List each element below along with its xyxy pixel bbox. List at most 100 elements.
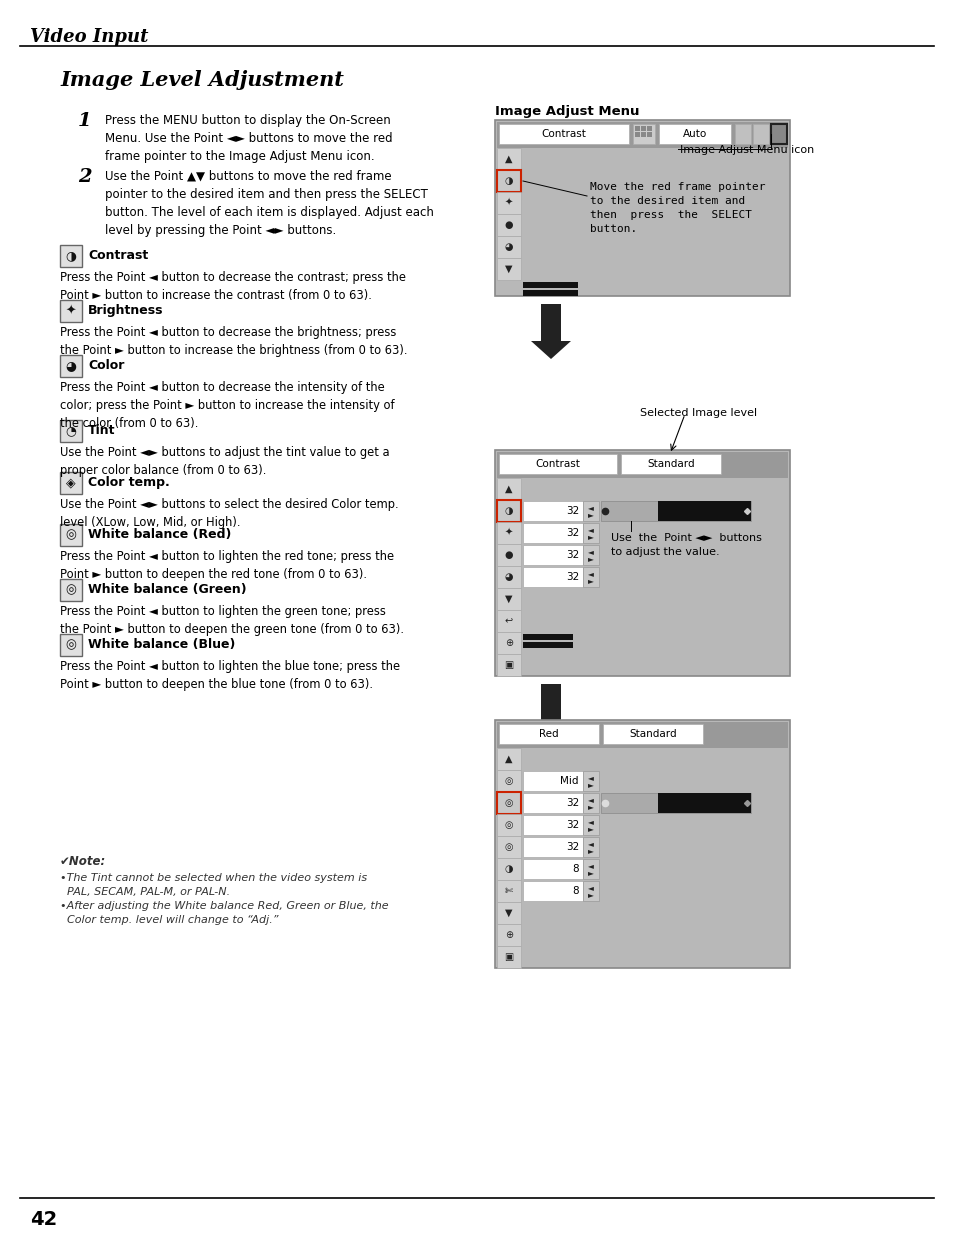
Bar [582, 793, 598, 813]
Text: to the desired item and: to the desired item and [589, 196, 744, 206]
Bar [522, 793, 582, 813]
Bar [497, 522, 520, 543]
Text: ◎: ◎ [504, 776, 513, 785]
Text: 32: 32 [565, 529, 578, 538]
Bar [497, 610, 520, 632]
Text: ▲: ▲ [505, 154, 512, 164]
Bar [498, 724, 598, 743]
Text: 8: 8 [572, 864, 578, 874]
Bar [497, 500, 520, 522]
Bar [752, 124, 768, 144]
Bar [495, 720, 789, 968]
Text: ◄
►: ◄ ► [587, 861, 594, 877]
Text: Press the Point ◄ button to lighten the green tone; press
the Point ► button to : Press the Point ◄ button to lighten the … [60, 605, 403, 636]
Bar [522, 501, 582, 521]
Bar [770, 124, 786, 144]
Text: 32: 32 [565, 506, 578, 516]
Text: ▼: ▼ [505, 264, 512, 274]
Bar [522, 522, 582, 543]
Text: •After adjusting the White balance Red, Green or Blue, the: •After adjusting the White balance Red, … [60, 902, 388, 911]
Text: Use the Point ◄► buttons to adjust the tint value to get a
proper color balance : Use the Point ◄► buttons to adjust the t… [60, 446, 389, 477]
Bar [60, 472, 82, 494]
Text: ●: ● [504, 550, 513, 559]
Text: ◄
►: ◄ ► [587, 816, 594, 834]
Bar [60, 524, 82, 546]
Text: ◄
►: ◄ ► [587, 525, 594, 541]
Text: Contrast: Contrast [535, 459, 579, 469]
Text: ◎: ◎ [504, 798, 513, 808]
Text: ✦: ✦ [504, 529, 513, 538]
Text: ◑: ◑ [66, 249, 76, 263]
Text: ●: ● [504, 220, 513, 230]
Bar [498, 124, 628, 144]
Bar [497, 543, 520, 566]
Bar [658, 501, 750, 521]
Bar [600, 501, 750, 521]
Text: Image Level Adjustment: Image Level Adjustment [60, 70, 343, 90]
Text: Selected Image level: Selected Image level [639, 408, 757, 417]
Text: Move the red frame pointer: Move the red frame pointer [589, 182, 764, 191]
Bar [646, 126, 651, 131]
Text: ◑: ◑ [504, 177, 513, 186]
Bar [659, 124, 730, 144]
Bar [497, 902, 520, 924]
Text: ◄
►: ◄ ► [587, 503, 594, 519]
Text: ▼: ▼ [505, 594, 512, 604]
Text: ◎: ◎ [66, 583, 76, 597]
Text: Use the Point ◄► buttons to select the desired Color temp.
level (XLow, Low, Mid: Use the Point ◄► buttons to select the d… [60, 498, 398, 529]
Text: Press the Point ◄ button to decrease the contrast; press the
Point ► button to i: Press the Point ◄ button to decrease the… [60, 270, 406, 303]
Bar [497, 748, 520, 769]
Bar [640, 126, 645, 131]
Bar [497, 769, 520, 792]
Text: ▼: ▼ [505, 908, 512, 918]
Text: Standard: Standard [646, 459, 694, 469]
Bar [497, 655, 520, 676]
Bar [497, 814, 520, 836]
Text: ▣: ▣ [504, 952, 513, 962]
Bar [658, 793, 750, 813]
Text: ◔: ◔ [66, 425, 76, 437]
Text: ◎: ◎ [66, 529, 76, 541]
Text: Press the Point ◄ button to lighten the blue tone; press the
Point ► button to d: Press the Point ◄ button to lighten the … [60, 659, 399, 692]
Bar [522, 567, 582, 587]
Text: Red: Red [538, 729, 558, 739]
Bar [497, 858, 520, 881]
Text: White balance (Red): White balance (Red) [88, 529, 232, 541]
Text: 2: 2 [78, 168, 91, 186]
Bar [640, 132, 645, 137]
Bar [497, 924, 520, 946]
Text: ◈: ◈ [66, 477, 75, 489]
Bar [582, 567, 598, 587]
Bar [497, 191, 520, 214]
Text: PAL, SECAM, PAL-M, or PAL-N.: PAL, SECAM, PAL-M, or PAL-N. [60, 887, 230, 897]
Text: ◑: ◑ [504, 506, 513, 516]
Bar [540, 304, 560, 341]
Bar [60, 420, 82, 442]
Text: White balance (Blue): White balance (Blue) [88, 638, 235, 651]
Bar [497, 148, 520, 170]
Text: ◎: ◎ [66, 638, 76, 652]
Text: button.: button. [589, 224, 637, 233]
Text: to adjust the value.: to adjust the value. [610, 547, 719, 557]
Text: ✦: ✦ [66, 305, 76, 317]
Bar [497, 122, 787, 148]
Text: Color: Color [88, 359, 124, 372]
Polygon shape [531, 341, 571, 359]
Text: ◄
►: ◄ ► [587, 547, 594, 563]
Text: ◄
►: ◄ ► [587, 794, 594, 811]
Text: Image Adjust Menu: Image Adjust Menu [495, 105, 639, 119]
Text: Video Input: Video Input [30, 28, 149, 46]
Text: then  press  the  SELECT: then press the SELECT [589, 210, 751, 220]
Bar [582, 837, 598, 857]
Bar [495, 120, 789, 296]
Bar [497, 722, 787, 748]
Text: ▲: ▲ [505, 755, 512, 764]
Text: Color temp.: Color temp. [88, 475, 170, 489]
Bar [734, 124, 750, 144]
Bar [646, 132, 651, 137]
Text: Standard: Standard [629, 729, 676, 739]
Bar [582, 522, 598, 543]
Text: Image Adjust Menu icon: Image Adjust Menu icon [679, 144, 814, 156]
Bar [60, 634, 82, 656]
Text: ⊕: ⊕ [504, 638, 513, 648]
